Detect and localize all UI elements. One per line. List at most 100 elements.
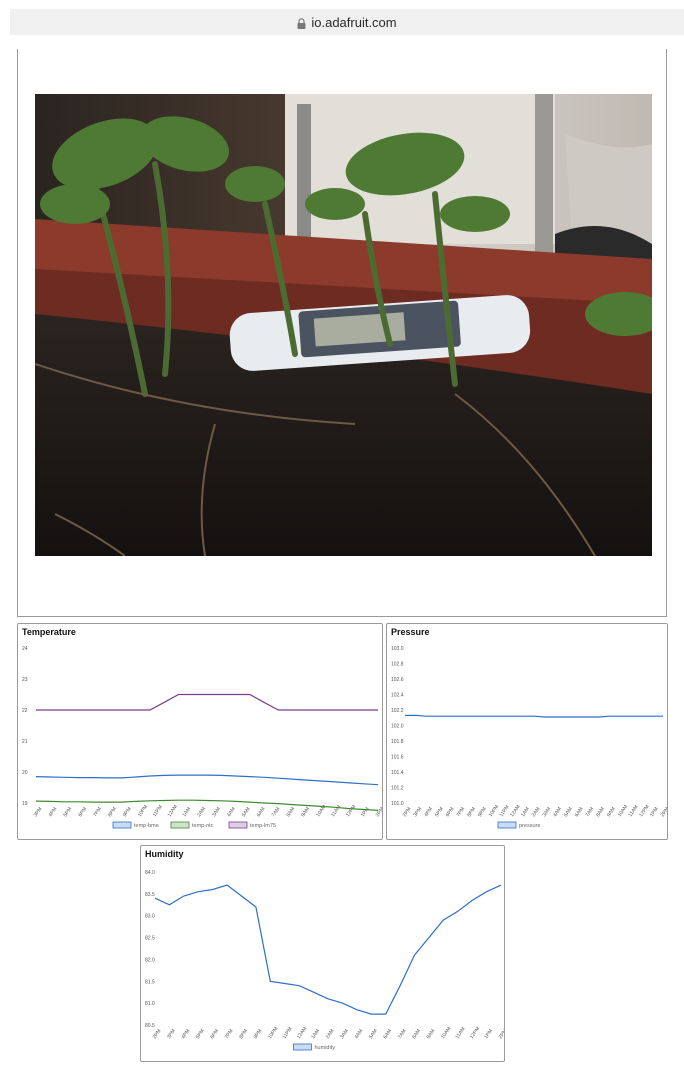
x-tick-label: 8AM	[286, 806, 297, 818]
x-tick-label: 5PM	[62, 806, 73, 818]
series-line-temp-bme	[35, 774, 379, 786]
x-tick-label: 4AM	[552, 806, 563, 818]
x-tick-label: 11PM	[498, 804, 510, 818]
y-tick-label: 83.5	[145, 892, 155, 898]
x-tick-label: 7PM	[455, 806, 466, 818]
temperature-chart-title: Temperature	[22, 627, 76, 637]
x-tick-label: 9AM	[606, 806, 617, 818]
x-tick-label: 7AM	[397, 1028, 408, 1040]
x-tick-label: 1PM	[483, 1028, 494, 1040]
y-tick-label: 82.5	[145, 936, 155, 942]
x-tick-label: 12PM	[469, 1026, 481, 1040]
x-tick-label: 2PM	[660, 806, 667, 818]
y-tick-label: 23	[22, 677, 28, 683]
x-tick-label: 12PM	[345, 804, 357, 818]
legend-label[interactable]: humidity	[315, 1045, 336, 1051]
y-tick-label: 102.6	[391, 677, 404, 683]
x-tick-label: 2PM	[375, 806, 382, 818]
plant-photo-illustration	[35, 94, 652, 556]
x-tick-label: 2PM	[402, 806, 413, 818]
x-tick-label: 6AM	[256, 806, 267, 818]
legend-swatch[interactable]	[293, 1043, 312, 1051]
x-tick-label: 4PM	[423, 806, 434, 818]
legend-swatch[interactable]	[228, 821, 248, 829]
lock-icon	[297, 17, 306, 29]
x-tick-label: 12AM	[296, 1026, 308, 1040]
x-tick-label: 6PM	[209, 1028, 220, 1040]
legend-label[interactable]: temp-bme	[134, 823, 159, 829]
y-tick-label: 102.2	[391, 708, 404, 714]
x-tick-label: 3AM	[339, 1028, 350, 1040]
x-tick-label: 11AM	[627, 804, 639, 818]
url-text: io.adafruit.com	[311, 14, 397, 30]
x-tick-label: 4AM	[354, 1028, 365, 1040]
y-tick-label: 102.4	[391, 693, 404, 699]
x-tick-label: 5PM	[195, 1028, 206, 1040]
legend-label[interactable]: pressure	[519, 823, 540, 829]
y-tick-label: 84.0	[145, 870, 155, 876]
x-tick-label: 7PM	[224, 1028, 235, 1040]
x-tick-label: 1PM	[649, 806, 660, 818]
y-tick-label: 102.8	[391, 662, 404, 668]
legend-swatch[interactable]	[170, 821, 190, 829]
x-tick-label: 10AM	[440, 1026, 452, 1040]
x-tick-label: 7PM	[92, 806, 103, 818]
x-tick-label: 5AM	[563, 806, 574, 818]
x-tick-label: 7AM	[271, 806, 282, 818]
x-tick-label: 5AM	[368, 1028, 379, 1040]
x-tick-label: 3PM	[412, 806, 423, 818]
x-tick-label: 5PM	[434, 806, 445, 818]
legend-label[interactable]: temp-lm75	[250, 823, 276, 829]
y-tick-label: 21	[22, 739, 28, 745]
x-tick-label: 3PM	[166, 1028, 177, 1040]
y-tick-label: 82.0	[145, 957, 155, 963]
x-tick-label: 2PM	[152, 1028, 163, 1040]
series-line-humidity	[154, 884, 502, 1015]
y-tick-label: 101.4	[391, 770, 404, 776]
x-tick-label: 2AM	[196, 806, 207, 818]
browser-address-bar: io.adafruit.com	[0, 0, 684, 44]
y-tick-label: 20	[22, 770, 28, 776]
pressure-chart: 103.0 102.8 102.6 102.4 102.2 102.0 101.8 101.6…	[391, 646, 667, 829]
x-tick-label: 10PM	[488, 804, 500, 818]
humidity-chart-title: Humidity	[145, 849, 184, 859]
x-tick-label: 10PM	[137, 804, 149, 818]
y-tick-label: 103.0	[391, 646, 404, 652]
plant-camera-photo	[35, 94, 652, 556]
temperature-chart-panel: Temperature 24 23 22 21 20 19 3PM 4PM 5PM 6PM 7PM 8…	[17, 623, 383, 840]
url-field[interactable]: io.adafruit.com	[10, 9, 684, 35]
y-tick-label: 101.2	[391, 786, 404, 792]
x-tick-label: 3AM	[211, 806, 222, 818]
x-tick-label: 11AM	[454, 1026, 466, 1040]
x-tick-label: 8AM	[411, 1028, 422, 1040]
x-tick-label: 7AM	[584, 806, 595, 818]
x-tick-label: 12AM	[167, 804, 179, 818]
y-tick-label: 24	[22, 646, 28, 652]
x-tick-label: 10PM	[267, 1026, 279, 1040]
legend-label[interactable]: temp-ntc	[192, 823, 214, 829]
y-tick-label: 101.8	[391, 739, 404, 745]
x-tick-label: 3AM	[541, 806, 552, 818]
y-tick-label: 81.5	[145, 979, 155, 985]
y-tick-label: 19	[22, 801, 28, 807]
x-tick-label: 3PM	[33, 806, 44, 818]
series-line-temp-lm75	[36, 693, 378, 711]
x-tick-label: 1AM	[310, 1028, 321, 1040]
x-tick-label: 6AM	[574, 806, 585, 818]
x-tick-label: 8PM	[107, 806, 118, 818]
x-tick-label: 12AM	[509, 804, 521, 818]
humidity-chart-panel: Humidity 84.0 83.5 83.0 82.5 82.0 81.5 81.0 80.…	[140, 845, 505, 1062]
x-tick-label: 1AM	[181, 806, 192, 818]
pressure-chart-title: Pressure	[391, 627, 430, 637]
legend-swatch[interactable]	[497, 821, 517, 829]
x-tick-label: 8PM	[466, 806, 477, 818]
x-tick-label: 8PM	[238, 1028, 249, 1040]
x-tick-label: 4AM	[226, 806, 237, 818]
x-tick-label: 1PM	[360, 806, 371, 818]
x-tick-label: 2AM	[325, 1028, 336, 1040]
legend-swatch[interactable]	[112, 821, 132, 829]
x-tick-label: 9PM	[253, 1028, 264, 1040]
series-line-temp-ntc	[35, 799, 379, 811]
y-tick-label: 22	[22, 708, 28, 714]
